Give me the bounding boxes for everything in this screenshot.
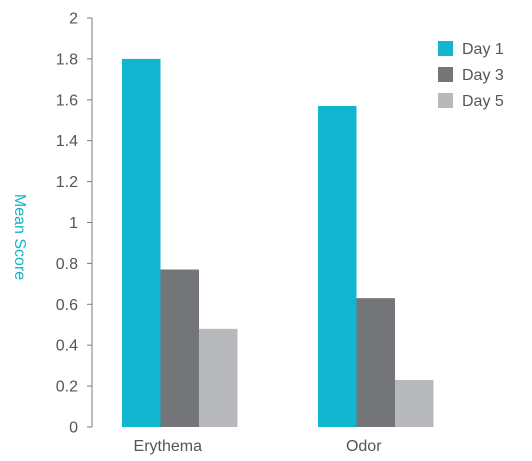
- y-tick-label: 0.2: [56, 379, 78, 396]
- y-tick-label: 1.4: [56, 133, 78, 150]
- bar-erythema-day-1: [122, 58, 161, 428]
- x-category-label: Erythema: [134, 438, 203, 455]
- y-axis: 0 0.2 0.4 0.6 0.8 1 1.2 1.4 1.6 1.8 2: [56, 11, 93, 437]
- x-category-label: Odor: [346, 438, 382, 455]
- legend-swatch: [438, 41, 453, 56]
- y-tick-label: 0.6: [56, 297, 78, 314]
- bar-erythema-day-3: [160, 269, 199, 427]
- y-tick-label: 0.8: [56, 256, 78, 273]
- y-tick-label: 1.6: [56, 92, 78, 109]
- bars: [122, 58, 434, 428]
- y-tick-label: 1.2: [56, 174, 78, 191]
- bar-odor-day-3: [356, 298, 395, 427]
- legend-swatch: [438, 67, 453, 82]
- bar-odor-day-1: [318, 105, 357, 427]
- legend-label: Day 5: [462, 93, 504, 110]
- y-axis-title: Mean Score: [11, 194, 28, 280]
- legend: Day 1 Day 3 Day 5: [438, 41, 504, 110]
- y-tick-label: 0.4: [56, 338, 78, 355]
- y-tick-label: 1.8: [56, 51, 78, 68]
- y-tick-label: 0: [69, 420, 78, 437]
- bar-erythema-day-5: [199, 328, 238, 427]
- bar-odor-day-5: [395, 379, 434, 427]
- x-axis: Erythema Odor: [134, 438, 383, 455]
- legend-label: Day 1: [462, 41, 504, 58]
- legend-swatch: [438, 93, 453, 108]
- y-tick-label: 2: [69, 11, 78, 28]
- legend-label: Day 3: [462, 67, 504, 84]
- y-tick-label: 1: [69, 215, 78, 232]
